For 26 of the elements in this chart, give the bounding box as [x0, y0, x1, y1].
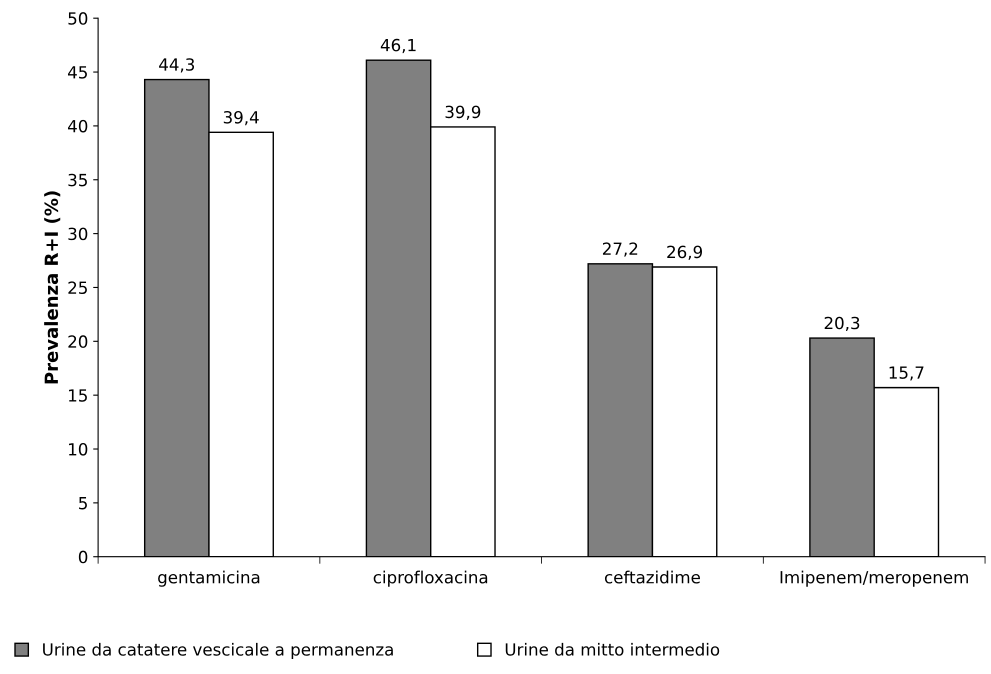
y-tick-label: 30	[68, 228, 88, 240]
data-label: 26,9	[667, 246, 702, 260]
y-tick-label: 15	[69, 389, 87, 402]
y-tick-label: 40	[68, 120, 88, 132]
y-axis-title: Prevalenza R+I (%)	[44, 191, 60, 384]
y-tick-label: 0	[78, 550, 88, 564]
data-label: 44,3	[159, 58, 194, 73]
data-label: 27,2	[602, 242, 638, 257]
y-tick-label: 25	[68, 281, 87, 294]
x-tick-label: ciprofloxacina	[374, 570, 488, 587]
y-tick-label: 20	[68, 335, 88, 348]
data-label: 39,4	[224, 110, 259, 126]
y-tick-label: 45	[68, 66, 87, 79]
data-label: 20,3	[824, 316, 860, 331]
data-label: 39,9	[446, 106, 480, 120]
y-tick-label: 35	[68, 174, 87, 186]
data-label: 46,1	[380, 38, 416, 54]
legend-label: Urine da catatere vescicale a permanenza	[43, 642, 393, 659]
y-tick-label: 5	[79, 497, 87, 510]
x-tick-label: gentamicina	[158, 570, 260, 587]
y-tick-label: 50	[68, 12, 88, 25]
y-tick-label: 10	[69, 442, 88, 456]
data-label: 15,7	[890, 366, 924, 381]
legend-label: Urine da mitto intermedio	[506, 642, 720, 656]
x-tick-label: Imipenem/meropenem	[780, 570, 968, 587]
x-tick-label: ceftazidime	[604, 570, 700, 584]
